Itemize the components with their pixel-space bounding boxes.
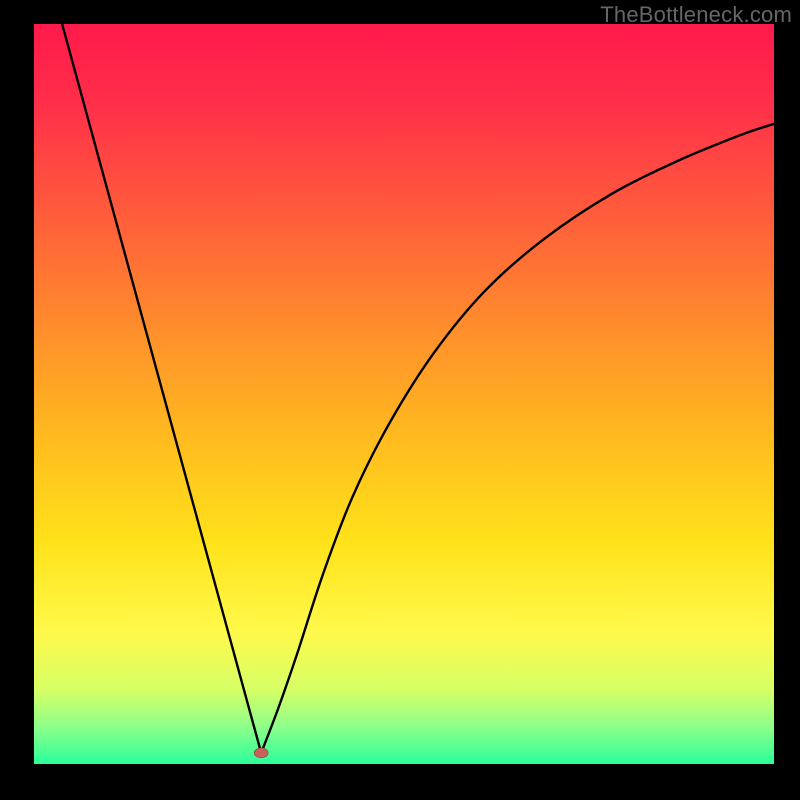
- chart-frame: TheBottleneck.com: [0, 0, 800, 800]
- plot-background: [34, 24, 774, 764]
- chart-svg: [0, 0, 800, 800]
- watermark-text: TheBottleneck.com: [600, 2, 792, 28]
- minimum-marker: [254, 748, 268, 758]
